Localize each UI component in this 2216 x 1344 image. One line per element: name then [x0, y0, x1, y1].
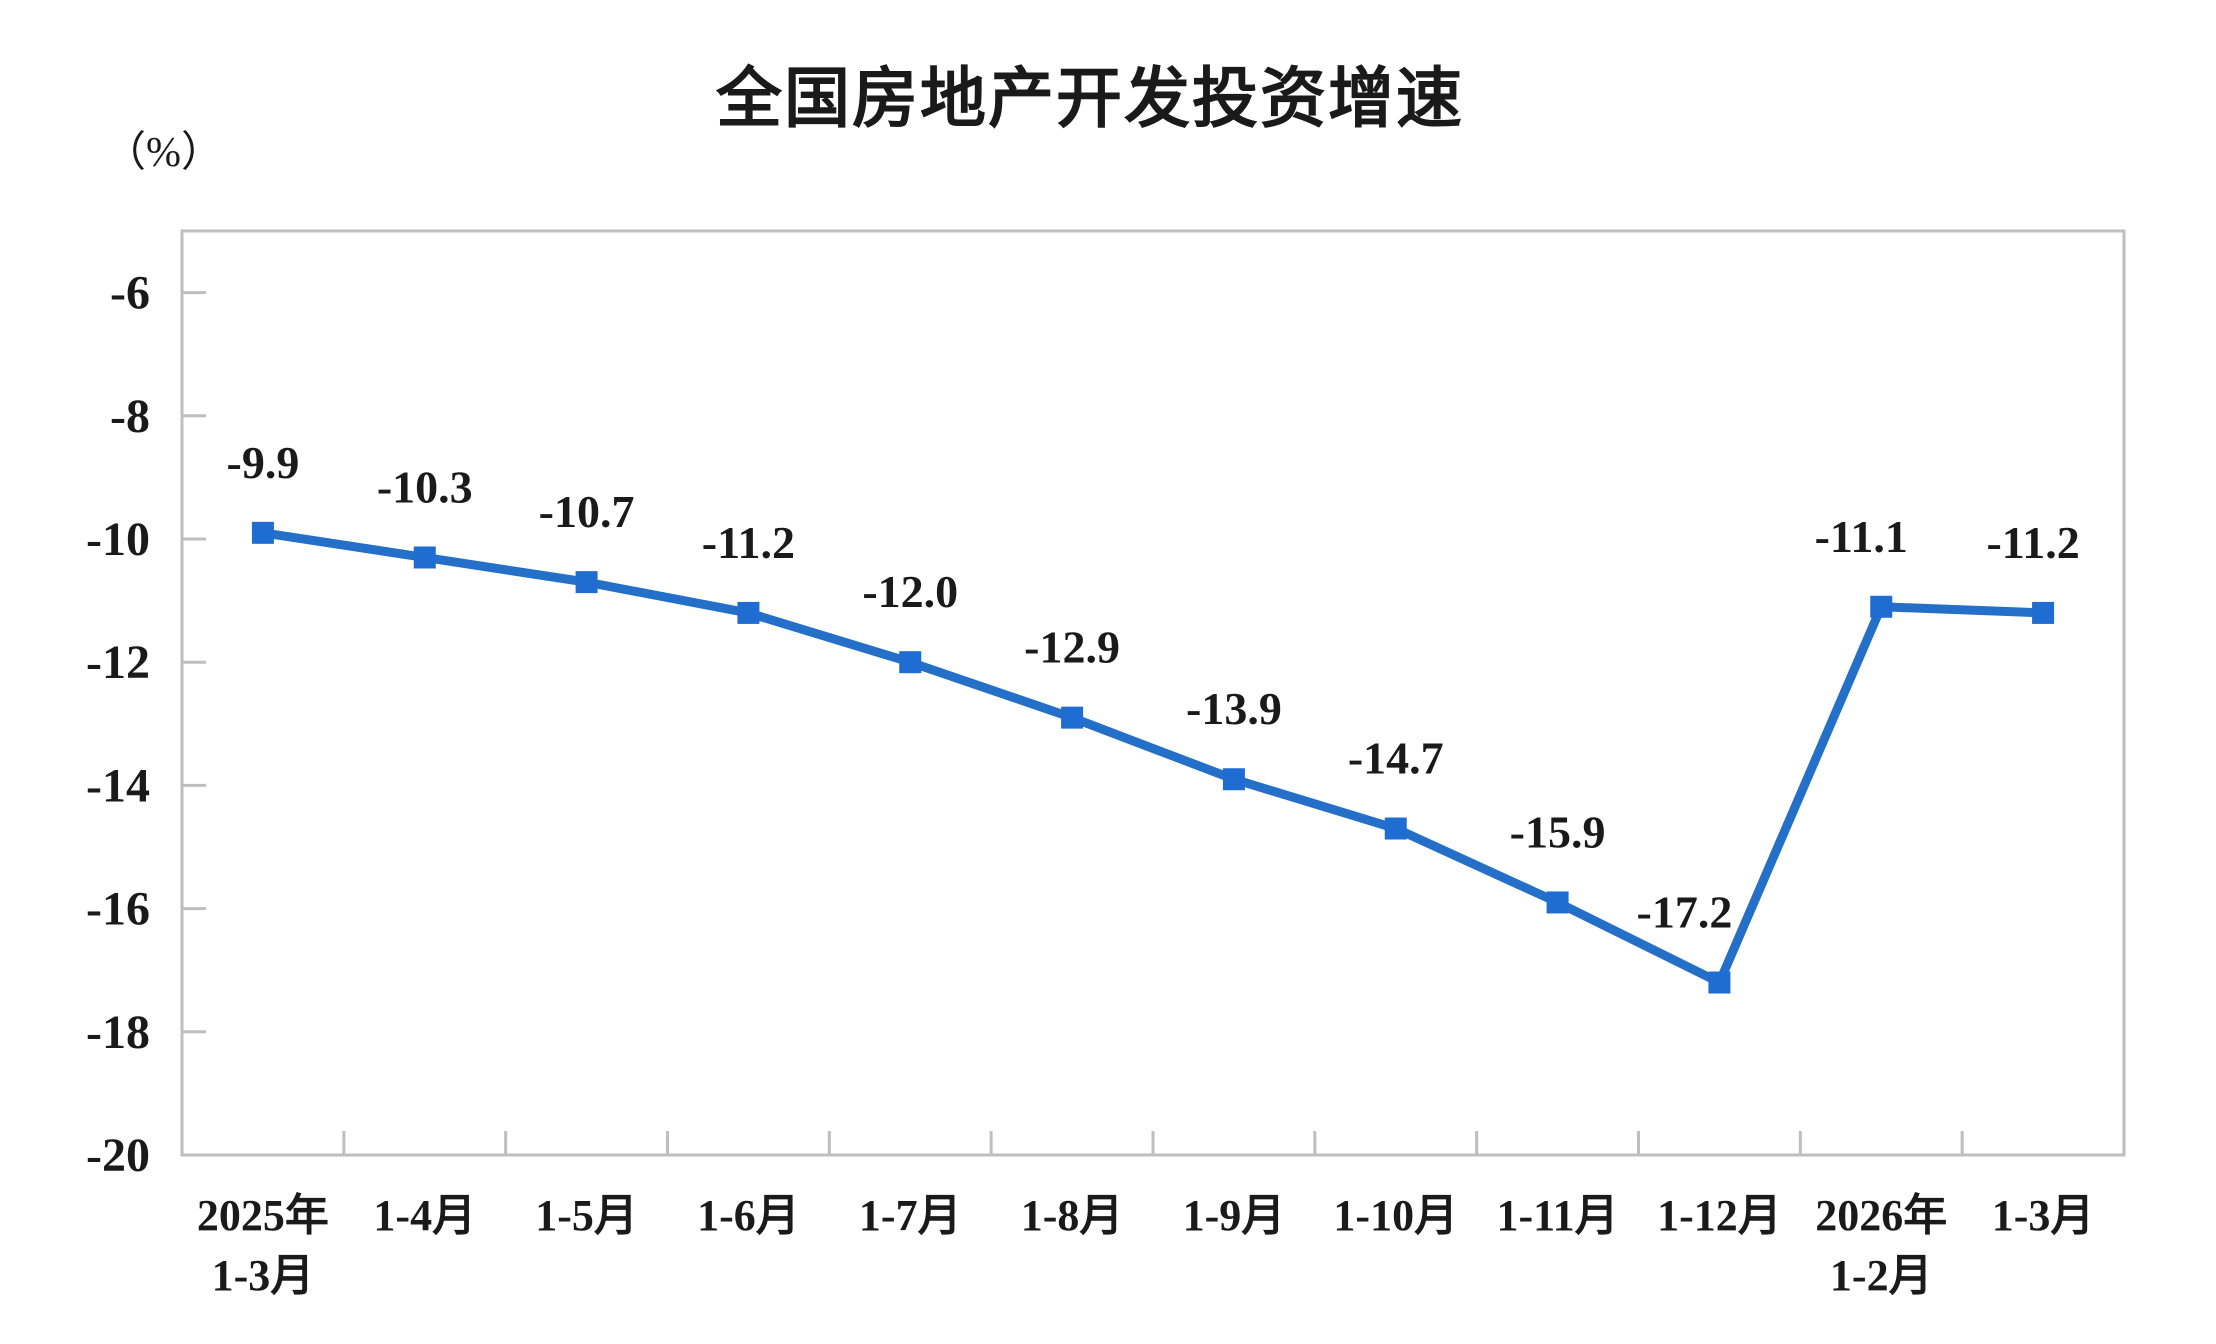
y-tick-label: -18: [86, 1006, 150, 1059]
data-point-label: -10.3: [377, 461, 473, 512]
data-point-marker: [1384, 817, 1407, 840]
data-point-label: -12.9: [1024, 622, 1120, 673]
x-tick-label: 1-5月: [535, 1191, 638, 1240]
chart-title: 全国房地产开发投资增速: [716, 61, 1464, 135]
data-point-label: -14.7: [1348, 733, 1444, 784]
data-point-marker: [1546, 891, 1569, 914]
x-tick-label: 1-10月: [1333, 1191, 1458, 1240]
x-tick-label: 2026年: [1815, 1191, 1947, 1240]
y-tick-label: -14: [86, 759, 150, 812]
data-point-label: -10.7: [539, 486, 635, 537]
y-tick-label: -6: [110, 267, 150, 320]
x-tick-label: 1-4月: [373, 1191, 476, 1240]
data-point-label: -17.2: [1637, 887, 1733, 938]
data-line: [258, 528, 2048, 988]
x-tick-label: 1-11月: [1496, 1191, 1618, 1240]
x-tick-label: 1-3月: [212, 1251, 315, 1300]
y-tick-label: -12: [86, 636, 150, 689]
x-tick-label: 1-9月: [1183, 1191, 1286, 1240]
data-point-marker: [1061, 706, 1084, 729]
data-point-marker: [1708, 971, 1731, 994]
y-tick-label: -10: [86, 513, 150, 566]
data-point-marker: [2032, 601, 2055, 624]
data-point-marker: [737, 601, 760, 624]
data-point-marker: [575, 571, 598, 594]
x-tick-label: 1-12月: [1657, 1191, 1782, 1240]
x-tick-label: 1-6月: [697, 1191, 800, 1240]
x-tick-label: 1-7月: [859, 1191, 962, 1240]
x-tick-label: 2025年: [197, 1191, 329, 1240]
data-point-label: -13.9: [1186, 683, 1282, 734]
data-point-label: -9.9: [227, 437, 300, 488]
y-tick-label: -20: [86, 1129, 150, 1182]
data-point-marker: [251, 521, 274, 544]
data-point-label: -12.0: [862, 566, 958, 617]
data-point-label: -11.1: [1815, 511, 1908, 562]
data-point-label: -11.2: [1986, 517, 2079, 568]
data-point-marker: [413, 546, 436, 569]
x-tick-label: 1-8月: [1021, 1191, 1124, 1240]
y-tick-label: -16: [86, 883, 150, 936]
y-tick-label: -8: [110, 390, 150, 443]
x-tick-label: 1-2月: [1830, 1251, 1933, 1300]
data-point-label: -15.9: [1510, 806, 1606, 857]
data-point-marker: [899, 651, 922, 674]
data-point-label: -11.2: [702, 517, 795, 568]
data-point-marker: [1870, 595, 1893, 618]
data-point-marker: [1222, 768, 1245, 791]
plot-border: [180, 229, 2126, 1157]
x-tick-label: 1-3月: [1992, 1191, 2095, 1240]
y-axis-unit-label: （%）: [104, 130, 223, 176]
